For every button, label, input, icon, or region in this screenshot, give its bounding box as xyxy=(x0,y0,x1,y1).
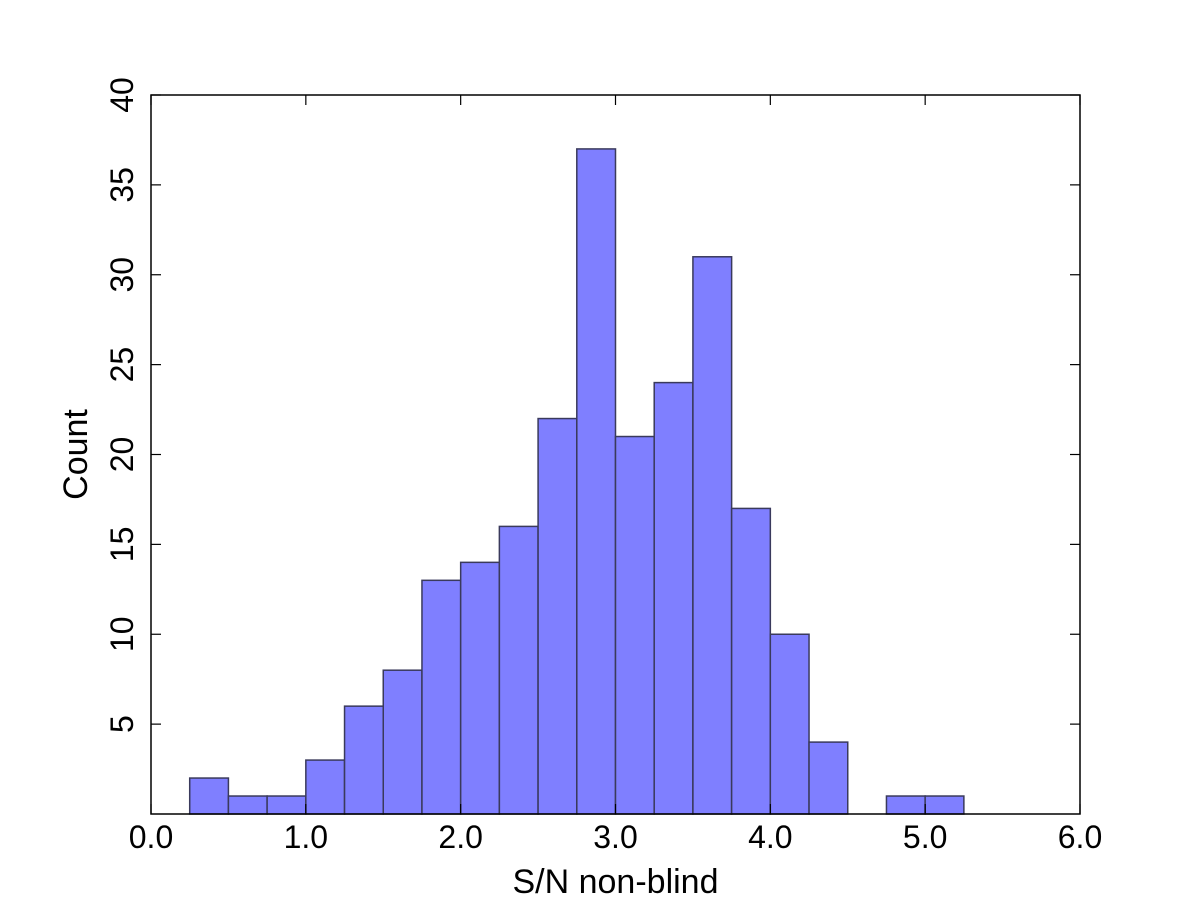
x-tick-label: 0.0 xyxy=(129,819,173,855)
y-tick-label: 40 xyxy=(104,77,140,113)
histogram-bar xyxy=(576,148,617,815)
histogram-bar xyxy=(305,759,346,815)
x-axis-label: S/N non-blind xyxy=(512,863,718,901)
x-tick-label: 4.0 xyxy=(748,819,792,855)
ticks-group xyxy=(150,94,1081,814)
tick-labels-group: 0.0 1.0 2.0 3.0 4.0 5.0 6.0 5 10 15 20 25 30 35 40 xyxy=(104,77,1102,855)
x-tick-label: 5.0 xyxy=(903,819,947,855)
histogram-bar xyxy=(924,795,965,815)
y-tick-label: 25 xyxy=(104,347,140,383)
histogram-bar xyxy=(769,633,810,815)
histogram-bar xyxy=(730,507,772,815)
histogram-bar xyxy=(421,579,462,815)
x-tick-label: 1.0 xyxy=(284,819,328,855)
histogram-bar xyxy=(653,381,694,815)
histogram-bar xyxy=(692,256,733,815)
histogram-bar xyxy=(808,741,849,815)
histogram-bar xyxy=(188,777,230,815)
x-tick-label: 6.0 xyxy=(1058,819,1102,855)
y-axis-label: Count xyxy=(57,409,95,500)
y-tick-label: 10 xyxy=(104,616,140,652)
histogram-bar xyxy=(459,561,501,815)
x-tick-label: 2.0 xyxy=(438,819,482,855)
y-tick-label: 15 xyxy=(104,527,140,563)
histogram-bar xyxy=(227,795,268,815)
y-tick-label: 30 xyxy=(104,257,140,293)
histogram-bar xyxy=(537,417,578,815)
histogram-bar xyxy=(266,795,307,815)
histogram-bar xyxy=(885,795,926,815)
y-tick-label: 5 xyxy=(104,715,140,733)
histogram-bar xyxy=(498,525,539,815)
histogram-bar xyxy=(343,705,384,815)
y-tick-label: 20 xyxy=(104,437,140,473)
histogram-bar xyxy=(614,435,655,815)
x-tick-label: 3.0 xyxy=(593,819,637,855)
bars-group xyxy=(188,148,965,815)
histogram-bar xyxy=(382,669,423,815)
y-tick-label: 35 xyxy=(104,167,140,203)
